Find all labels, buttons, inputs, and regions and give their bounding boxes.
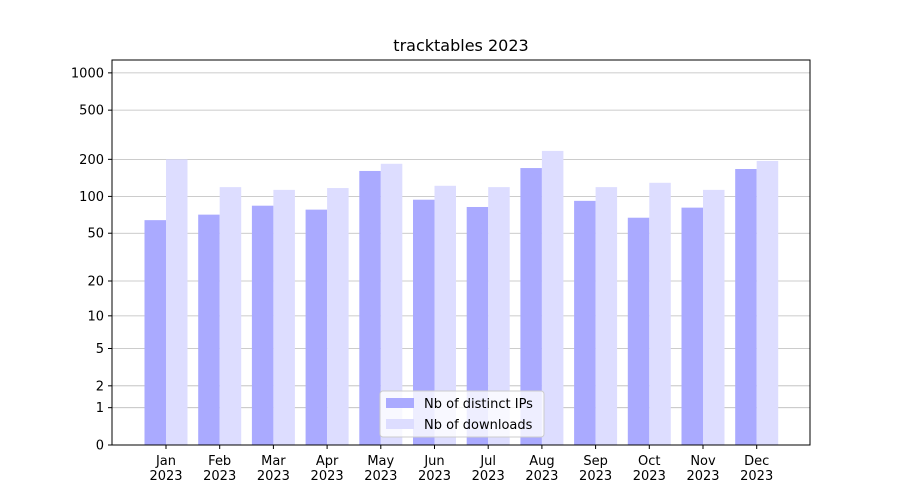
bar bbox=[735, 169, 757, 445]
x-tick-label-line: 2023 bbox=[686, 469, 719, 484]
bar bbox=[703, 189, 725, 445]
x-tick-label-line: 2023 bbox=[149, 469, 182, 484]
x-tick-label: Jan 2023 bbox=[149, 454, 182, 484]
x-tick-label-line: 2023 bbox=[633, 469, 666, 484]
x-tick-label: Oct 2023 bbox=[633, 454, 666, 484]
x-tick-label-line: Aug bbox=[529, 454, 554, 469]
y-tick-label: 10 bbox=[87, 309, 104, 324]
bar bbox=[520, 168, 542, 446]
y-tick-label: 20 bbox=[87, 275, 104, 290]
legend-box bbox=[379, 390, 545, 438]
x-tick-label: Aug 2023 bbox=[525, 454, 558, 484]
bar bbox=[595, 187, 618, 445]
x-tick-label: Feb 2023 bbox=[203, 454, 236, 484]
x-tick-label-line: 2023 bbox=[740, 469, 773, 484]
chart-title: tracktables 2023 bbox=[393, 36, 528, 55]
x-tick-label: Jul 2023 bbox=[472, 454, 505, 484]
y-tick-label: 1 bbox=[96, 401, 104, 416]
bar bbox=[359, 170, 381, 445]
bar bbox=[541, 150, 564, 445]
bar bbox=[466, 206, 489, 445]
bar bbox=[327, 188, 349, 445]
bar bbox=[681, 207, 703, 445]
x-tick-label: Mar 2023 bbox=[257, 454, 290, 484]
x-tick-label-line: 2023 bbox=[418, 469, 451, 484]
x-tick-label-line: 2023 bbox=[203, 469, 236, 484]
bar bbox=[380, 163, 403, 445]
bar bbox=[219, 187, 242, 445]
x-tick-label: Sep 2023 bbox=[579, 454, 612, 484]
y-tick-label: 200 bbox=[79, 153, 104, 168]
y-tick-label: 1000 bbox=[71, 66, 104, 81]
bar bbox=[627, 217, 650, 445]
y-tick-label: 500 bbox=[79, 104, 104, 119]
bar bbox=[488, 187, 510, 445]
x-tick-label-line: Oct bbox=[638, 454, 660, 469]
y-tick-label: 0 bbox=[96, 439, 104, 454]
x-tick-label-line: Jul bbox=[479, 454, 496, 469]
x-tick-label: May 2023 bbox=[364, 454, 397, 484]
x-tick-label-line: Apr bbox=[316, 454, 339, 469]
x-tick-label-line: Dec bbox=[744, 454, 769, 469]
bar bbox=[305, 209, 328, 445]
x-tick-label-line: Jan bbox=[155, 454, 176, 469]
x-tick-label-line: Feb bbox=[208, 454, 231, 469]
legend-label: Nb of downloads bbox=[424, 418, 533, 433]
bar bbox=[251, 205, 274, 445]
bar bbox=[144, 220, 166, 445]
x-tick-label: Dec 2023 bbox=[740, 454, 773, 484]
x-tick-label-line: 2023 bbox=[525, 469, 558, 484]
x-tick-label-line: 2023 bbox=[257, 469, 290, 484]
y-tick-label: 100 bbox=[79, 190, 104, 205]
bar bbox=[756, 160, 779, 446]
x-tick-label-line: 2023 bbox=[472, 469, 505, 484]
x-tick-label-line: Nov bbox=[690, 454, 716, 469]
x-tick-label-line: 2023 bbox=[579, 469, 612, 484]
legend-swatch bbox=[386, 398, 414, 408]
bar bbox=[413, 199, 435, 445]
bar bbox=[166, 159, 188, 446]
y-tick-label: 2 bbox=[96, 379, 104, 394]
x-tick-label: Jun 2023 bbox=[418, 454, 451, 484]
x-tick-label: Nov 2023 bbox=[686, 454, 719, 484]
bar bbox=[273, 189, 295, 445]
x-tick-label-line: Mar bbox=[261, 454, 286, 469]
x-tick-label: Apr 2023 bbox=[311, 454, 344, 484]
x-tick-label-line: May bbox=[367, 454, 394, 469]
x-tick-label-line: 2023 bbox=[364, 469, 397, 484]
x-tick-label-line: Sep bbox=[583, 454, 608, 469]
legend-label: Nb of distinct IPs bbox=[424, 397, 533, 412]
bar bbox=[434, 185, 456, 446]
x-tick-label-line: 2023 bbox=[311, 469, 344, 484]
bar bbox=[574, 200, 596, 445]
y-tick-label: 5 bbox=[96, 342, 104, 357]
x-tick-label-line: Jun bbox=[423, 454, 444, 469]
y-tick-label: 50 bbox=[87, 227, 104, 242]
axes-frame bbox=[111, 59, 811, 446]
legend-swatch bbox=[386, 419, 414, 429]
bar bbox=[649, 182, 671, 445]
bar bbox=[198, 214, 220, 445]
